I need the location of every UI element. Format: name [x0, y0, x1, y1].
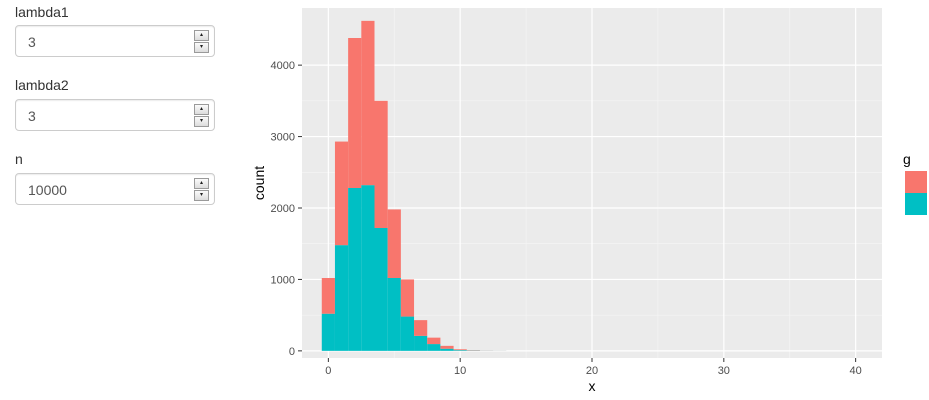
increment-icon[interactable]: ▴	[194, 104, 209, 115]
bar-g2	[427, 344, 441, 351]
bars-group	[321, 20, 507, 351]
bar-g2	[334, 245, 349, 351]
increment-icon[interactable]: ▴	[194, 30, 209, 41]
y-tick-label: 3000	[271, 132, 295, 144]
legend-key	[905, 171, 927, 193]
y-axis-label: count	[251, 166, 267, 200]
lambda1-spinner[interactable]: ▴ ▾	[194, 30, 209, 53]
gridlines	[302, 8, 882, 358]
bar-g1	[414, 320, 428, 336]
bar-g2	[387, 278, 401, 351]
bar-g1	[334, 141, 349, 246]
bar-g2	[453, 350, 467, 351]
bar-g1	[453, 349, 467, 351]
bar-g2	[321, 313, 335, 351]
bar-g2	[361, 185, 375, 351]
bar-g2	[374, 228, 388, 351]
decrement-icon[interactable]: ▾	[194, 42, 209, 53]
bar-g2	[440, 348, 454, 351]
lambda2-spinner[interactable]: ▴ ▾	[194, 104, 209, 127]
x-axis-label: x	[589, 378, 596, 394]
x-tick-label: 30	[718, 365, 730, 377]
legend-title: g	[903, 151, 911, 167]
x-tick-label: 20	[586, 365, 598, 377]
y-tick-label: 2000	[271, 203, 295, 215]
x-tick-label: 0	[325, 365, 331, 377]
bar-g1	[348, 38, 362, 188]
lambda2-input[interactable]: 3 ▴ ▾	[15, 99, 215, 131]
n-spinner[interactable]: ▴ ▾	[194, 178, 209, 201]
bar-g1	[321, 278, 335, 314]
decrement-icon[interactable]: ▾	[194, 116, 209, 127]
bar-g1	[387, 209, 401, 278]
bar-g1	[374, 100, 388, 228]
lambda1-input[interactable]: 3 ▴ ▾	[15, 25, 215, 57]
lambda2-label: lambda2	[15, 77, 69, 93]
axes-group: 0 10 20 30 40 0 1000 2000 3000 4000	[271, 60, 862, 377]
histogram-plot: 0 10 20 30 40 0 1000 2000 3000 4000 x count g	[230, 0, 929, 400]
x-tick-label: 40	[850, 365, 862, 377]
n-input[interactable]: 10000 ▴ ▾	[15, 173, 215, 205]
bar-g2	[348, 188, 362, 351]
n-value[interactable]: 10000	[28, 182, 67, 198]
bar-g1	[400, 279, 415, 317]
increment-icon[interactable]: ▴	[194, 178, 209, 189]
decrement-icon[interactable]: ▾	[194, 190, 209, 201]
legend-key	[905, 193, 927, 215]
sidebar-panel: lambda1 3 ▴ ▾ lambda2 3 ▴ ▾ n 10000 ▴ ▾	[0, 0, 230, 400]
x-tick-label: 10	[454, 365, 466, 377]
bar-g2	[414, 335, 428, 351]
y-tick-label: 0	[289, 346, 295, 358]
lambda1-value[interactable]: 3	[28, 34, 36, 50]
y-tick-label: 4000	[271, 60, 295, 72]
bar-g1	[361, 20, 375, 186]
n-label: n	[15, 151, 23, 167]
lambda1-label: lambda1	[15, 4, 69, 20]
bar-g1	[440, 345, 454, 349]
bar-g2	[400, 316, 415, 351]
legend: g	[903, 151, 927, 215]
lambda2-value[interactable]: 3	[28, 108, 36, 124]
y-tick-label: 1000	[271, 274, 295, 286]
bar-g1	[427, 337, 441, 345]
histogram-chart: 0 10 20 30 40 0 1000 2000 3000 4000 x count g	[251, 8, 927, 394]
